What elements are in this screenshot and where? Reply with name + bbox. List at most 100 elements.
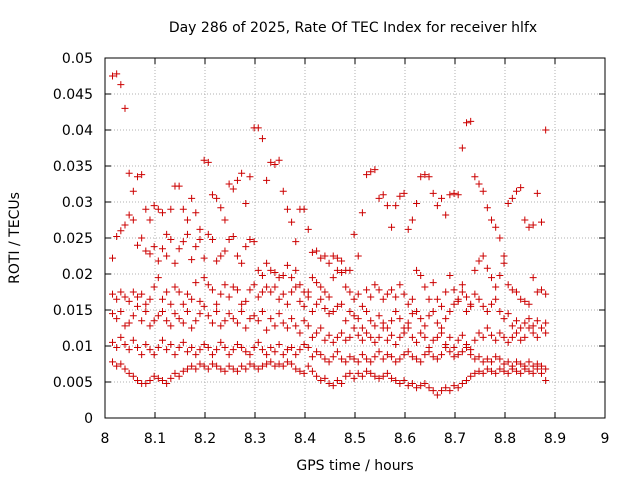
data-point [454,191,462,199]
data-point [533,365,541,373]
data-point [238,343,246,351]
data-point [358,351,366,359]
data-point [175,245,183,253]
data-point [250,281,258,289]
data-point [371,353,379,361]
data-point [408,310,416,318]
data-point [483,204,491,212]
data-point [271,283,279,291]
data-point [146,295,154,303]
data-point [450,286,458,294]
data-point [304,293,312,301]
data-point [109,358,116,366]
data-point [513,288,521,296]
data-point [321,355,329,363]
data-point [429,353,437,361]
data-point [421,171,429,179]
data-point [229,315,237,323]
y-axis-label: ROTI / TECUs [7,192,23,284]
data-point [358,372,366,380]
data-point [317,377,325,385]
data-point [188,343,196,351]
data-point [142,341,150,349]
data-point [275,310,283,318]
data-point [429,307,437,315]
data-point [125,169,133,177]
data-point [492,223,500,231]
data-point [371,338,379,346]
data-point [388,223,396,231]
data-point [513,329,521,337]
data-point [258,307,266,315]
data-point [463,307,471,315]
data-point [425,295,433,303]
data-point [537,324,545,332]
data-point [188,256,196,264]
data-point [354,331,362,339]
data-point [233,319,241,327]
data-point [196,235,204,243]
data-point [383,369,391,377]
data-point [508,194,516,202]
data-point [113,343,121,351]
data-point [333,302,341,310]
x-tick-label: 8.7 [444,431,466,447]
data-point [342,283,350,291]
data-point [471,173,479,181]
data-point [375,374,383,382]
data-point [479,358,487,366]
data-point [175,372,183,380]
data-point [317,351,325,359]
data-point [354,358,362,366]
data-point [492,283,500,291]
data-point [229,233,237,241]
data-point [338,329,346,337]
data-point [258,135,266,143]
data-point [492,353,500,361]
data-point [150,351,158,359]
data-point [163,346,171,354]
data-point [442,343,450,351]
data-point [463,119,471,127]
data-point [133,302,141,310]
data-point [208,191,216,199]
data-point [254,365,262,373]
data-point [529,362,537,370]
data-point [363,171,371,179]
x-tick-label: 8.1 [144,431,166,447]
data-point [292,238,300,246]
data-point [238,300,246,308]
data-point [217,290,225,298]
data-point [433,391,441,399]
data-point [400,189,408,197]
data-point [454,295,462,303]
data-point [133,173,141,181]
data-point [113,295,121,303]
data-point [267,343,275,351]
data-point [525,358,533,366]
data-point [213,362,221,370]
data-point [333,377,341,385]
data-point [438,194,446,202]
data-point [113,362,121,370]
data-point [508,286,516,294]
data-point [283,324,291,332]
data-point [392,341,400,349]
data-point [117,307,125,315]
data-point [196,360,204,368]
data-point [542,329,550,337]
data-point [413,266,421,274]
data-point [150,202,158,210]
data-point [271,348,279,356]
data-point [142,247,150,255]
data-point [396,379,404,387]
data-point [421,379,429,387]
data-point [296,329,304,337]
data-point [258,288,266,296]
data-point [333,348,341,356]
data-point [304,225,312,233]
data-point [154,274,162,282]
data-point [238,307,246,315]
data-point [338,379,346,387]
data-point [121,322,129,330]
